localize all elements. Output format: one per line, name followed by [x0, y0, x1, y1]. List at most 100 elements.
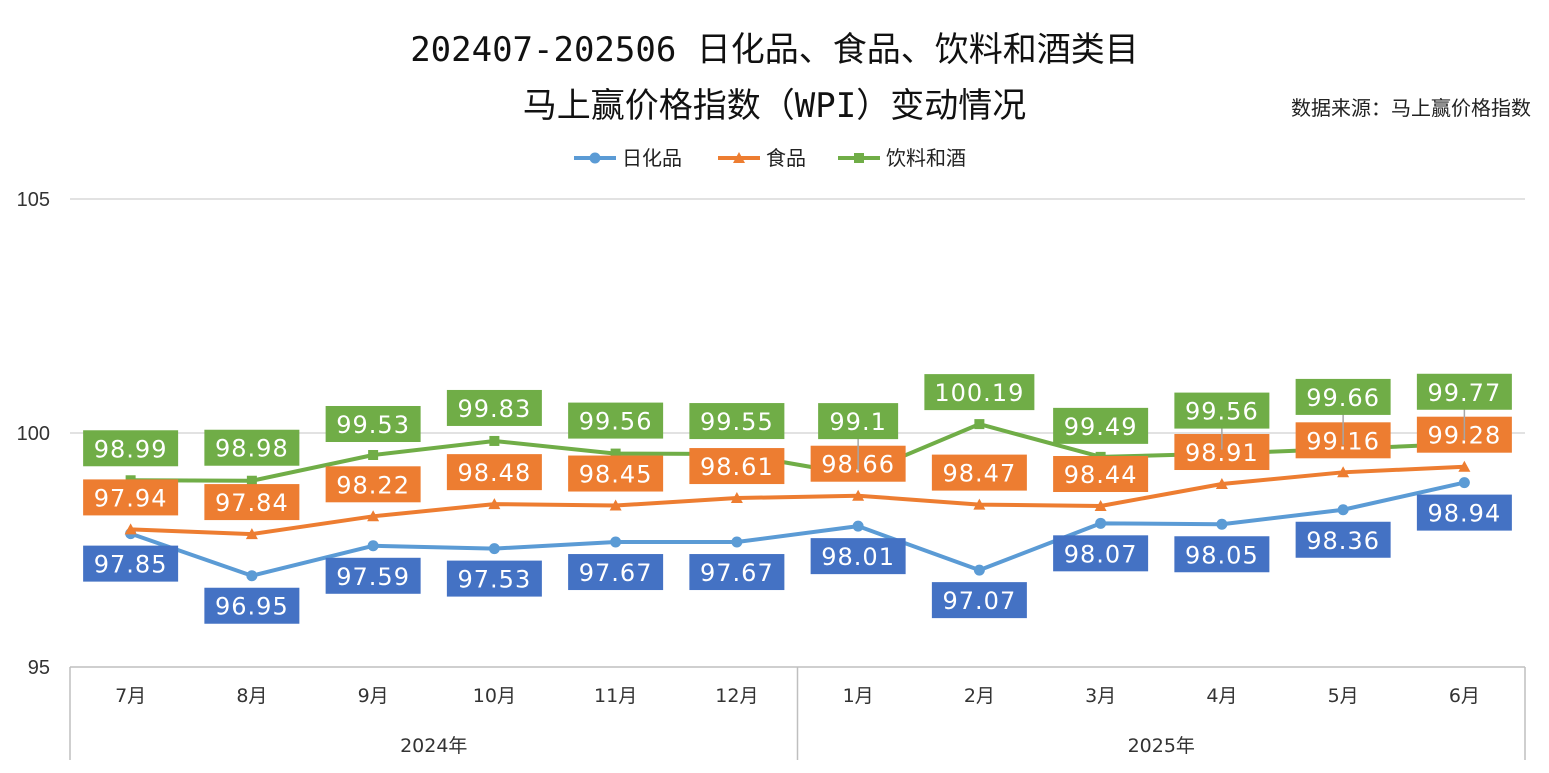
data-point-square — [368, 449, 379, 460]
legend-marker-square — [854, 153, 864, 163]
x-tick-label: 11月 — [594, 685, 637, 707]
data-label: 98.36 — [1306, 527, 1380, 555]
data-label-box — [446, 560, 542, 597]
x-tick-label: 12月 — [715, 685, 758, 707]
data-point-circle — [1095, 517, 1107, 529]
data-label: 97.59 — [336, 563, 410, 591]
data-label: 100.19 — [934, 379, 1024, 407]
data-label: 97.84 — [215, 489, 289, 517]
data-label-box — [818, 403, 899, 440]
x-tick-label: 3月 — [1085, 685, 1116, 707]
data-label-box — [568, 455, 664, 492]
data-label-box — [446, 454, 542, 491]
data-point-square — [974, 419, 985, 430]
data-label: 97.85 — [94, 551, 168, 579]
data-point-circle — [367, 540, 379, 552]
data-point-circle — [488, 543, 500, 555]
data-label-box — [1053, 535, 1149, 572]
data-label-box — [83, 479, 179, 516]
data-label: 99.56 — [579, 408, 653, 436]
legend-marker-triangle — [733, 152, 745, 163]
data-point-triangle — [124, 523, 137, 535]
data-label: 99.77 — [1428, 379, 1502, 407]
data-point-triangle — [245, 528, 258, 540]
data-label-box — [924, 374, 1035, 411]
data-label-box — [689, 448, 785, 485]
data-label-box — [689, 403, 785, 440]
series-line-1 — [130, 464, 1465, 537]
data-label: 97.67 — [700, 559, 774, 587]
data-label: 98.07 — [1064, 540, 1138, 568]
data-label-box — [1174, 392, 1270, 429]
data-label: 98.45 — [579, 461, 653, 489]
data-label-box — [1416, 373, 1512, 410]
data-point-triangle — [1337, 466, 1350, 478]
data-label: 98.99 — [94, 435, 168, 463]
data-label-box — [1053, 456, 1149, 493]
data-source-note: 数据来源：马上赢价格指数 — [1291, 96, 1531, 120]
data-label: 99.1 — [829, 408, 886, 436]
data-label: 97.67 — [579, 559, 653, 587]
data-label: 99.55 — [700, 408, 774, 436]
data-point-circle — [852, 520, 864, 532]
data-label: 99.83 — [458, 395, 532, 423]
y-tick-label: 95 — [28, 657, 50, 679]
data-label: 98.44 — [1064, 461, 1138, 489]
data-point-triangle — [1458, 460, 1471, 472]
data-point-square — [489, 435, 500, 446]
data-point-triangle — [367, 510, 380, 522]
x-tick-label: 8月 — [236, 685, 267, 707]
x-tick-label: 9月 — [358, 685, 389, 707]
data-label-box — [204, 587, 300, 624]
data-point-triangle — [973, 498, 986, 510]
data-label: 98.05 — [1185, 541, 1259, 569]
data-label-box — [810, 538, 906, 575]
data-label: 97.53 — [458, 566, 532, 594]
legend-label: 饮料和酒 — [886, 146, 966, 170]
chart-title-line1: 202407-202506 日化品、食品、饮料和酒类目 — [410, 30, 1139, 70]
data-point-triangle — [488, 498, 501, 510]
chart-title-line2: 马上赢价格指数（WPI）变动情况 — [522, 86, 1027, 126]
data-label: 98.94 — [1428, 500, 1502, 528]
data-point-triangle — [1215, 478, 1228, 490]
data-label-box — [446, 389, 542, 426]
x-tick-label: 5月 — [1328, 685, 1359, 707]
x-tick-label: 7月 — [115, 685, 146, 707]
data-point-square — [610, 448, 621, 459]
data-label: 98.47 — [943, 460, 1017, 488]
data-label-box — [1053, 407, 1149, 444]
data-point-triangle — [730, 492, 743, 504]
legend-marker-circle — [589, 152, 601, 164]
x-tick-label: 1月 — [843, 685, 874, 707]
data-label-box — [568, 554, 664, 591]
x-group-label: 2024年 — [400, 735, 467, 757]
data-label: 97.94 — [94, 484, 168, 512]
data-label: 99.56 — [1185, 398, 1259, 426]
data-point-triangle — [1094, 500, 1107, 512]
data-label-box — [1295, 521, 1391, 558]
data-label-box — [83, 545, 179, 582]
data-label-box — [1295, 378, 1391, 415]
data-point-circle — [610, 536, 622, 548]
data-label-box — [325, 405, 421, 442]
x-tick-label: 6月 — [1449, 685, 1480, 707]
data-point-circle — [1337, 504, 1349, 516]
data-label-box — [325, 466, 421, 503]
data-point-triangle — [852, 489, 865, 501]
data-label-box — [204, 429, 300, 466]
data-label-box — [568, 402, 664, 439]
data-label: 98.98 — [215, 435, 289, 463]
data-label: 98.48 — [458, 459, 532, 487]
data-point-square — [246, 475, 257, 486]
data-label-box — [1174, 536, 1270, 573]
data-label-box — [931, 454, 1027, 491]
x-group-label: 2025年 — [1128, 735, 1195, 757]
data-label: 99.66 — [1306, 384, 1380, 412]
data-label-box — [931, 582, 1027, 619]
x-tick-label: 2月 — [964, 685, 995, 707]
data-label-box — [1416, 494, 1512, 531]
data-point-triangle — [609, 499, 622, 511]
data-label: 99.53 — [336, 411, 410, 439]
x-tick-label: 10月 — [473, 685, 516, 707]
y-tick-label: 105 — [17, 189, 50, 211]
